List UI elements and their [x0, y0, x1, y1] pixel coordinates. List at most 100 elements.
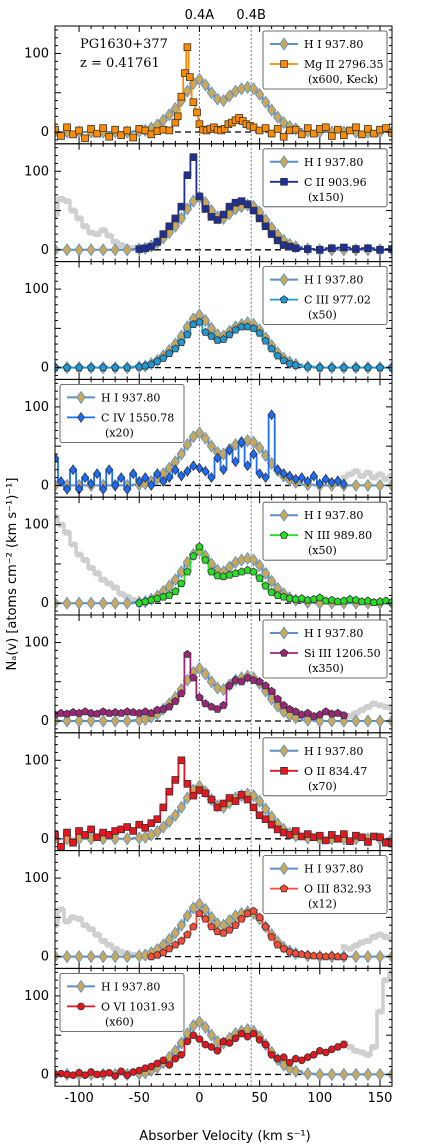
blended-point [76, 215, 83, 222]
ion-point [81, 1071, 89, 1080]
ion-point [129, 708, 138, 716]
ion-point [255, 912, 264, 921]
reference-point [351, 478, 361, 492]
ion-point [213, 452, 222, 464]
reference-point [303, 713, 313, 727]
reference-point [291, 1064, 301, 1078]
legend-marker-reference [76, 979, 86, 993]
reference-point [98, 950, 108, 964]
reference-point [254, 441, 265, 455]
ion-point [381, 596, 391, 605]
reference-point [158, 820, 169, 834]
ion-point [201, 914, 210, 923]
legend-ion-label: O VI 1031.93 [101, 1000, 175, 1013]
reference-point [122, 243, 132, 257]
ion-point [237, 791, 246, 799]
ion-point [123, 707, 132, 716]
blended-point [358, 472, 365, 479]
ion-point [153, 1059, 162, 1068]
blended-point [88, 229, 95, 236]
ion-point [243, 322, 252, 331]
ion-point [315, 593, 324, 602]
ion-point [111, 1072, 119, 1080]
ion-point [340, 243, 348, 252]
ion-point [273, 351, 282, 360]
legend: H I 937.80 C IV 1550.78 (x20) [59, 383, 185, 443]
ion-point [237, 436, 246, 448]
ion-point [243, 460, 252, 472]
legend: H I 937.80 Mg II 2796.35 (x600, Keck) [262, 30, 388, 90]
ion-point [303, 950, 312, 959]
blended-point [346, 1043, 353, 1050]
ion-point [364, 125, 372, 133]
legend-box [262, 855, 388, 914]
ion-point [69, 838, 77, 847]
legend-ion-label: Si III 1206.50 [304, 647, 381, 660]
ion-point [243, 200, 252, 209]
blended-point [88, 564, 95, 571]
panel-2: 0 100 H I 937.80 C II 903.96 (x150) [24, 143, 393, 263]
legend-marker-ion [279, 530, 289, 539]
ion-point [75, 126, 83, 135]
ion-point [173, 112, 182, 121]
ion-point [189, 153, 198, 161]
ion-point [322, 1048, 330, 1057]
ion-point [69, 130, 77, 139]
reference-point [170, 926, 181, 940]
ion-point [285, 594, 294, 603]
panel-plot-area [55, 143, 392, 262]
legend-ion-label: N III 989.80 [304, 529, 372, 542]
component-label-a: 0.4A [185, 8, 215, 23]
ion-point [177, 579, 186, 588]
ion-point [183, 43, 192, 52]
blended-point [58, 906, 65, 913]
blended-point [112, 238, 119, 245]
legend: H I 937.80 N III 989.80 (x50) [262, 501, 388, 561]
ion-point [315, 478, 324, 490]
ion-point [93, 129, 101, 138]
ion-point [364, 838, 372, 846]
ion-point [141, 472, 150, 484]
legend-reference-label: H I 937.80 [304, 863, 363, 876]
ion-point [183, 649, 192, 658]
ion-point [376, 246, 384, 254]
ion-point [195, 1035, 204, 1043]
reference-point [122, 950, 132, 964]
ion-point [309, 1050, 318, 1059]
reference-point [363, 950, 373, 964]
reference-point [110, 596, 120, 610]
blended-point [82, 557, 89, 564]
legend-marker-ion [280, 767, 288, 775]
ion-point [249, 906, 258, 915]
ion-point [219, 464, 228, 476]
ion-point [339, 952, 349, 961]
ion-point [225, 202, 234, 211]
panel-plot-area [55, 379, 392, 498]
panel-5: 0 100 H I 937.80 N III 989.80 (x50) [24, 496, 393, 616]
target-redshift: z = 0.41761 [80, 56, 160, 71]
reference-point [254, 794, 265, 808]
blended-point [382, 476, 389, 483]
ion-point [261, 922, 270, 931]
ion-point [153, 815, 162, 823]
ion-point [327, 951, 336, 960]
reference-point [200, 431, 211, 445]
ion-point [93, 468, 102, 480]
y-axis-title: Nₐ(v) [atoms cm⁻² (km s⁻¹)⁻¹] [5, 478, 20, 671]
ion-point [315, 951, 324, 960]
ion-point [111, 479, 120, 491]
blended-point [352, 468, 359, 475]
ion-point [346, 837, 354, 845]
ion-point [147, 242, 156, 251]
reference-point [62, 596, 72, 610]
reference-point [339, 1067, 349, 1081]
ion-point [273, 591, 282, 599]
y-tick-label: 0 [41, 125, 49, 140]
ion-point [255, 677, 264, 686]
blended-point [370, 474, 377, 481]
ion-point [117, 1067, 125, 1076]
ion-point [183, 1037, 192, 1046]
reference-point [176, 918, 187, 932]
blended-point [106, 232, 113, 239]
target-name: PG1630+377 [80, 37, 168, 52]
